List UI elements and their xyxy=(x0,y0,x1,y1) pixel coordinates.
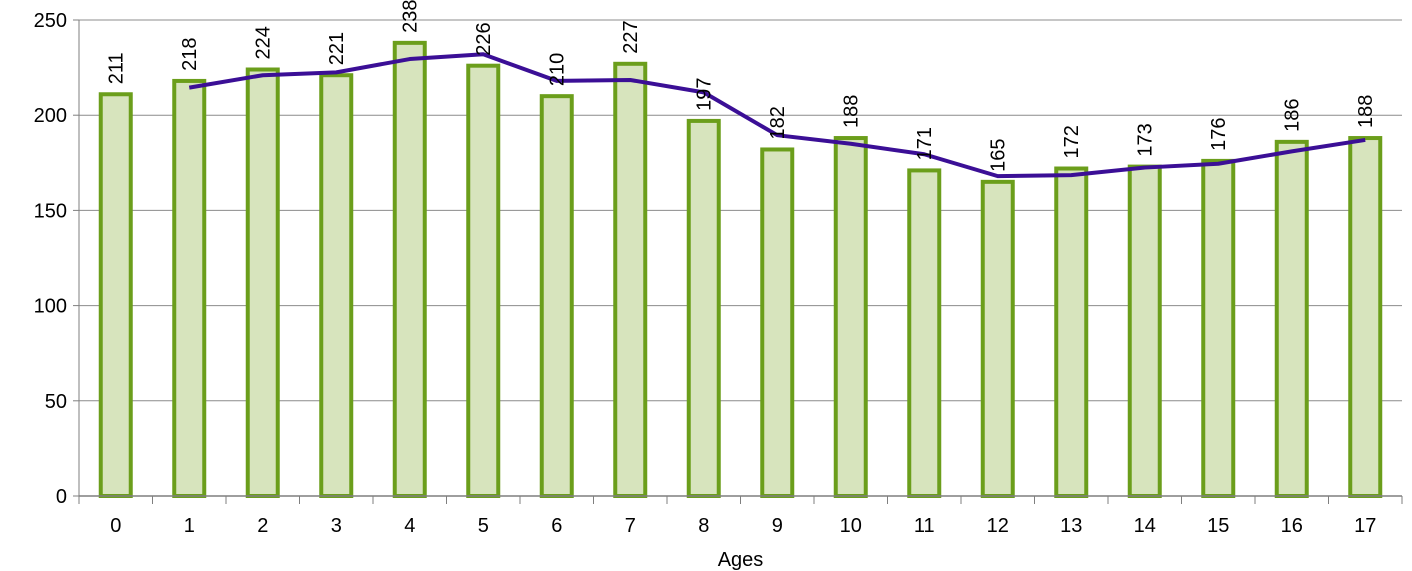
x-tick-label: 5 xyxy=(478,515,489,537)
y-tick-label: 200 xyxy=(34,105,67,127)
bar xyxy=(1054,166,1089,498)
y-tick-label: 150 xyxy=(34,200,67,222)
bar xyxy=(833,136,868,498)
moving-average-line xyxy=(188,52,1366,179)
bar xyxy=(980,179,1015,498)
y-tick-label: 100 xyxy=(34,296,67,318)
bar xyxy=(613,61,648,499)
data-label: 188 xyxy=(841,95,863,128)
y-tick-label: 50 xyxy=(45,391,67,413)
bar xyxy=(686,118,721,499)
data-label: 188 xyxy=(1355,95,1377,128)
bar xyxy=(245,67,280,498)
x-axis-tick-labels: 0 1 2 3 4 5 6 7 8 9 10 11 12 13 14 15 16 17 xyxy=(110,515,1376,537)
bar xyxy=(539,94,574,498)
x-tick-label: 16 xyxy=(1281,515,1303,537)
x-axis-title: Ages xyxy=(718,549,764,571)
x-tick-label: 17 xyxy=(1354,515,1376,537)
data-label: 171 xyxy=(914,127,936,160)
bar xyxy=(1348,136,1383,498)
bar xyxy=(319,73,354,498)
data-label: 182 xyxy=(767,106,789,139)
bar xyxy=(907,168,942,499)
bar xyxy=(172,78,207,498)
x-tick-label: 11 xyxy=(914,515,935,537)
data-label: 227 xyxy=(620,20,642,53)
x-tick-label: 13 xyxy=(1060,515,1082,537)
bar xyxy=(1274,139,1309,499)
data-label: 197 xyxy=(694,78,716,111)
data-label: 226 xyxy=(473,22,495,55)
x-tick-label: 9 xyxy=(772,515,783,537)
x-tick-label: 3 xyxy=(331,515,342,537)
x-tick-label: 14 xyxy=(1134,515,1156,537)
y-tick-label: 250 xyxy=(34,10,67,32)
x-tick-label: 8 xyxy=(698,515,709,537)
bar xyxy=(1201,158,1236,498)
x-tick-label: 15 xyxy=(1207,515,1229,537)
data-label: 210 xyxy=(547,53,569,86)
data-label: 211 xyxy=(106,52,128,84)
x-tick-label: 0 xyxy=(110,515,121,537)
x-tick-label: 12 xyxy=(987,515,1009,537)
bar xyxy=(98,92,133,498)
bar xyxy=(1127,164,1162,498)
data-label: 176 xyxy=(1208,118,1230,151)
x-tick-label: 2 xyxy=(257,515,268,537)
data-label: 165 xyxy=(988,138,1010,171)
data-labels: 211 218 224 221 238 226 210 227 197 182 188 171 165 1… xyxy=(106,0,1378,172)
x-tick-label: 6 xyxy=(551,515,562,537)
bar xyxy=(392,40,427,499)
data-label: 218 xyxy=(179,38,201,71)
y-axis-tick-labels: 0 50 100 150 200 250 xyxy=(34,10,67,508)
line-series xyxy=(188,52,1366,179)
axes xyxy=(78,20,1403,504)
data-label: 173 xyxy=(1135,123,1157,156)
bar xyxy=(466,63,501,498)
data-label: 172 xyxy=(1061,125,1083,158)
x-tick-label: 1 xyxy=(184,515,195,537)
y-tick-label: 0 xyxy=(56,486,67,508)
bar xyxy=(760,147,795,499)
data-label: 238 xyxy=(400,0,422,33)
gridlines xyxy=(73,19,1402,497)
x-tick-label: 4 xyxy=(404,515,415,537)
x-tick-label: 7 xyxy=(625,515,636,537)
data-label: 224 xyxy=(253,26,275,59)
data-label: 221 xyxy=(326,32,348,65)
bar-series xyxy=(98,40,1383,499)
data-label: 186 xyxy=(1282,98,1304,131)
x-tick-label: 10 xyxy=(840,515,862,537)
